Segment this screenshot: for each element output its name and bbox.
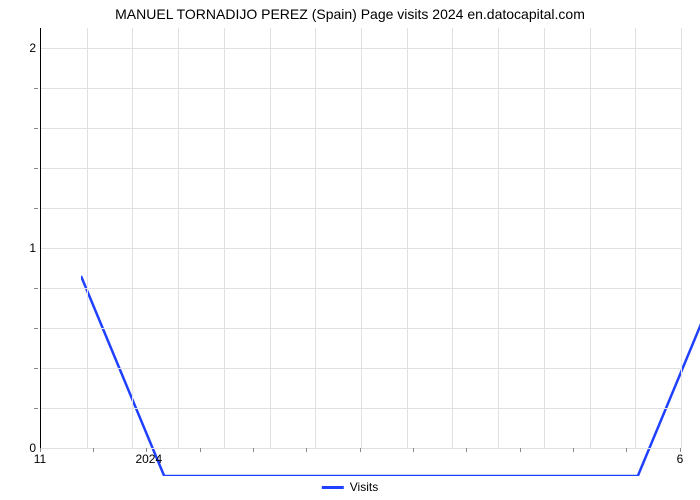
grid-line-vertical: [315, 28, 316, 448]
x-minor-tick: [573, 448, 574, 452]
x-minor-tick: [253, 448, 254, 452]
grid-line-vertical: [407, 28, 408, 448]
grid-line-vertical: [224, 28, 225, 448]
y-minor-tick: [34, 128, 38, 129]
x-tick-label: 6: [677, 452, 684, 466]
grid-line-horizontal: [41, 448, 681, 449]
x-minor-tick: [306, 448, 307, 452]
series-line: [81, 56, 700, 476]
y-tick-label: 1: [20, 241, 36, 255]
grid-line-horizontal: [41, 328, 681, 329]
y-minor-tick: [34, 168, 38, 169]
legend-label: Visits: [350, 480, 378, 494]
y-minor-tick: [34, 368, 38, 369]
grid-line-horizontal: [41, 88, 681, 89]
grid-line-vertical: [452, 28, 453, 448]
grid-line-horizontal: [41, 168, 681, 169]
chart-container: MANUEL TORNADIJO PEREZ (Spain) Page visi…: [0, 0, 700, 500]
grid-line-vertical: [635, 28, 636, 448]
y-minor-tick: [34, 288, 38, 289]
grid-line-vertical: [498, 28, 499, 448]
x-minor-tick: [93, 448, 94, 452]
y-minor-tick: [34, 208, 38, 209]
x-minor-tick: [520, 448, 521, 452]
grid-line-horizontal: [41, 408, 681, 409]
x-minor-tick: [626, 448, 627, 452]
grid-line-horizontal: [41, 48, 681, 49]
grid-line-vertical: [87, 28, 88, 448]
grid-line-vertical: [544, 28, 545, 448]
grid-line-vertical: [270, 28, 271, 448]
plot-area: [40, 28, 681, 449]
y-minor-tick: [34, 328, 38, 329]
chart-title: MANUEL TORNADIJO PEREZ (Spain) Page visi…: [0, 6, 700, 22]
x-minor-tick: [200, 448, 201, 452]
legend-swatch: [322, 486, 344, 489]
grid-line-horizontal: [41, 248, 681, 249]
grid-line-vertical: [361, 28, 362, 448]
y-minor-tick: [34, 88, 38, 89]
grid-line-horizontal: [41, 288, 681, 289]
grid-line-vertical: [178, 28, 179, 448]
y-tick-label: 2: [20, 41, 36, 55]
grid-line-horizontal: [41, 368, 681, 369]
grid-line-vertical: [681, 28, 682, 448]
grid-line-horizontal: [41, 128, 681, 129]
legend: Visits: [322, 480, 378, 494]
grid-line-horizontal: [41, 208, 681, 209]
x-minor-tick: [413, 448, 414, 452]
x-minor-tick: [466, 448, 467, 452]
x-minor-tick: [360, 448, 361, 452]
x-tick-label: 11: [34, 452, 46, 466]
y-minor-tick: [34, 408, 38, 409]
grid-line-vertical: [132, 28, 133, 448]
grid-line-vertical: [590, 28, 591, 448]
x-tick-label: 2024: [135, 452, 162, 466]
